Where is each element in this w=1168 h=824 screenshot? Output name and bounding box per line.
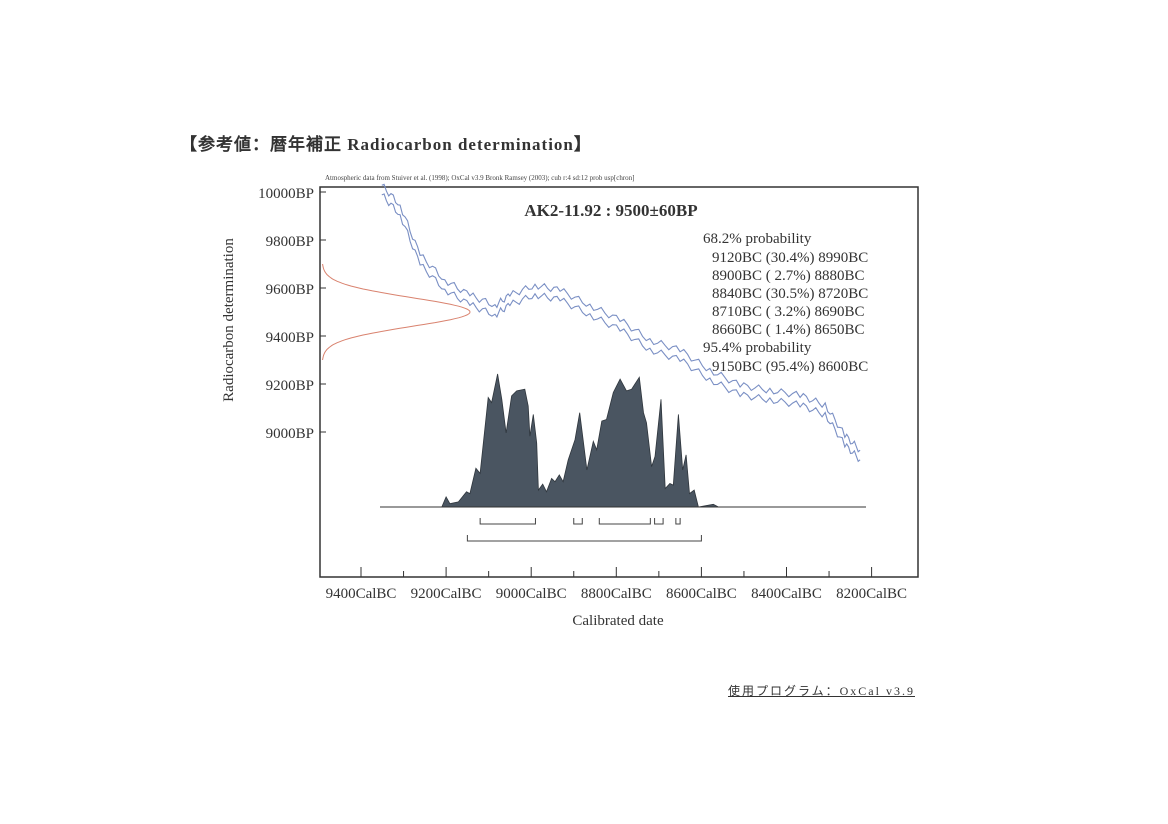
sigma2-bracket <box>466 535 702 542</box>
sigma2-range: 9150BC (95.4%) 8600BC <box>712 359 868 375</box>
y-axis: 10000BP 9800BP 9600BP 9400BP 9200BP 9000BP <box>258 186 326 442</box>
x-tick-label: 9400CalBC <box>326 586 397 602</box>
sigma1-range: 8900BC ( 2.7%) 8880BC <box>712 268 865 284</box>
calibration-curve <box>381 183 861 463</box>
measurement-curve <box>322 263 471 361</box>
sigma1-bracket <box>654 518 664 525</box>
distribution-area <box>380 373 750 508</box>
sigma1-range: 8840BC (30.5%) 8720BC <box>712 286 868 302</box>
sigma1-bracket <box>573 518 583 525</box>
y-tick-label: 9000BP <box>266 426 314 442</box>
x-axis: 9400CalBC 9200CalBC 9000CalBC 8800CalBC 8600… <box>326 567 907 602</box>
x-tick-label: 8600CalBC <box>666 586 737 602</box>
y-tick-label: 9400BP <box>266 330 314 346</box>
y-tick-label: 9600BP <box>266 282 314 298</box>
sigma2-label: 95.4% probability <box>703 340 812 356</box>
sigma1-range: 8710BC ( 3.2%) 8690BC <box>712 304 865 320</box>
y-axis-label: Radiocarbon determination <box>221 238 237 402</box>
y-tick-label: 9200BP <box>266 378 314 394</box>
x-tick-label: 9200CalBC <box>411 586 482 602</box>
x-tick-label: 8200CalBC <box>836 586 907 602</box>
probability-distribution <box>380 373 866 508</box>
calibration-curve-lower <box>381 193 861 463</box>
sigma1-bracket <box>598 518 651 525</box>
sigma1-bracket <box>675 518 681 525</box>
calibration-curve-upper <box>381 183 861 453</box>
program-footer: 使用プログラム：OxCal v3.9 <box>728 684 915 698</box>
chart-title: AK2-11.92 : 9500±60BP <box>524 201 697 220</box>
x-tick-label: 8400CalBC <box>751 586 822 602</box>
sigma1-label: 68.2% probability <box>703 231 812 247</box>
range-brackets <box>466 518 702 542</box>
x-axis-label: Calibrated date <box>572 613 664 629</box>
document-title: 【参考値：暦年補正 Radiocarbon determination】 <box>180 135 592 154</box>
y-tick-label: 9800BP <box>266 234 314 250</box>
x-tick-label: 8800CalBC <box>581 586 652 602</box>
sigma1-range: 8660BC ( 1.4%) 8650BC <box>712 322 865 338</box>
sigma1-bracket <box>479 518 536 525</box>
y-tick-label: 10000BP <box>258 186 314 202</box>
measurement-distribution <box>322 263 471 361</box>
source-note: Atmospheric data from Stuiver et al. (19… <box>325 174 635 182</box>
sigma1-range: 9120BC (30.4%) 8990BC <box>712 250 868 266</box>
x-tick-label: 9000CalBC <box>496 586 567 602</box>
plot-frame <box>319 186 919 578</box>
